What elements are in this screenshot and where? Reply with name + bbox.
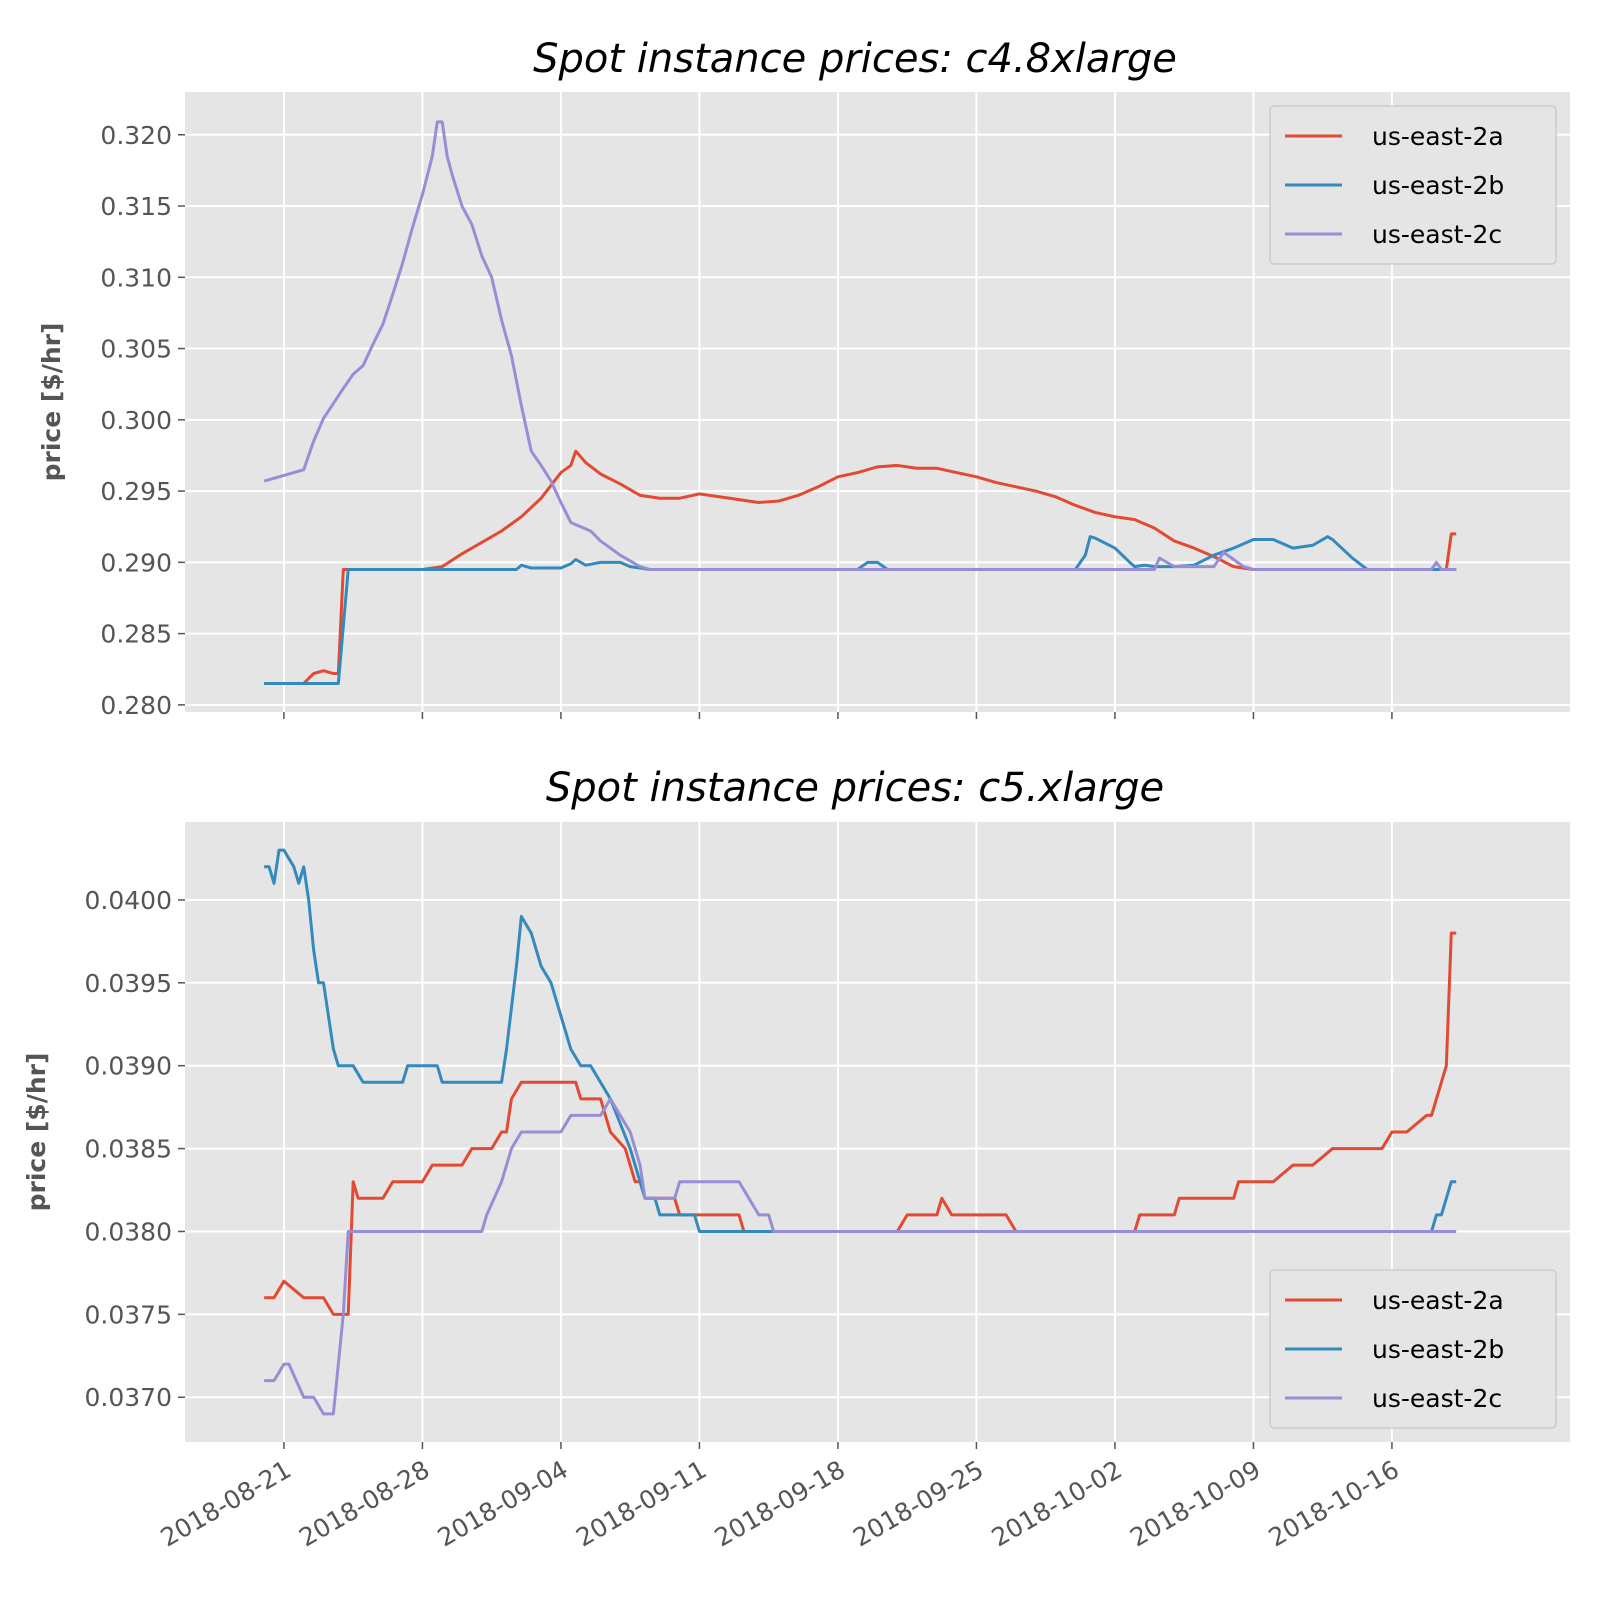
x-tick-label: 2018-10-09 bbox=[1125, 1455, 1265, 1553]
y-axis-label: price [$/hr] bbox=[37, 323, 66, 482]
chart-title: Spot instance prices: c5.xlarge bbox=[546, 765, 1164, 811]
legend-label: us-east-2a bbox=[1372, 1286, 1504, 1315]
y-tick-label: 0.290 bbox=[100, 548, 172, 577]
y-tick-label: 0.320 bbox=[100, 121, 172, 150]
legend-label: us-east-2b bbox=[1372, 1335, 1504, 1364]
y-tick-label: 0.0370 bbox=[85, 1383, 172, 1412]
legend: us-east-2a us-east-2b us-east-2c bbox=[1269, 105, 1557, 265]
legend: us-east-2a us-east-2b us-east-2c bbox=[1269, 1269, 1557, 1429]
y-tick-label: 0.0385 bbox=[85, 1135, 172, 1164]
x-tick-label: 2018-10-16 bbox=[1264, 1455, 1404, 1553]
y-tick-label: 0.0380 bbox=[85, 1217, 172, 1246]
legend-label: us-east-2c bbox=[1372, 1384, 1502, 1413]
x-tick-label: 2018-10-02 bbox=[987, 1455, 1127, 1553]
y-tick-label: 0.280 bbox=[100, 691, 172, 720]
x-tick-label: 2018-08-28 bbox=[294, 1455, 434, 1553]
series-line-us-east-2c bbox=[264, 1097, 1457, 1416]
top-chart: Spot instance prices: c4.8xlarge 0.2800.… bbox=[37, 36, 1570, 720]
series-line-us-east-2b bbox=[264, 848, 1457, 1233]
series-line-us-east-2c bbox=[263, 120, 1457, 571]
legend-label: us-east-2c bbox=[1372, 220, 1502, 249]
bottom-chart: Spot instance prices: c5.xlarge 0.0370 0.… bbox=[22, 765, 1570, 1553]
legend-box bbox=[1269, 1269, 1557, 1429]
y-tick-label: 0.0400 bbox=[85, 886, 172, 915]
y-tick-label: 0.310 bbox=[100, 263, 172, 292]
x-tick-label: 2018-09-18 bbox=[710, 1455, 850, 1553]
series-lines bbox=[264, 848, 1457, 1416]
axis-ticks: 0.280 0.285 0.290 0.295 0.300 0.305 0.310 0.315… bbox=[100, 121, 1393, 720]
x-tick-label: 2018-09-04 bbox=[433, 1455, 573, 1553]
y-tick-label: 0.315 bbox=[100, 192, 172, 221]
series-line-us-east-2a bbox=[264, 449, 1457, 685]
y-tick-label: 0.295 bbox=[100, 477, 172, 506]
series-line-us-east-2a bbox=[264, 931, 1457, 1316]
chart-title: Spot instance prices: c4.8xlarge bbox=[533, 36, 1177, 82]
series-line-us-east-2b bbox=[264, 535, 1457, 685]
y-tick-label: 0.305 bbox=[100, 335, 172, 364]
legend-label: us-east-2a bbox=[1372, 122, 1504, 151]
series-lines bbox=[263, 120, 1457, 685]
legend-label: us-east-2b bbox=[1372, 171, 1504, 200]
y-axis-label: price [$/hr] bbox=[22, 1053, 51, 1212]
y-tick-label: 0.0395 bbox=[85, 969, 172, 998]
legend-box bbox=[1269, 105, 1557, 265]
y-tick-label: 0.0375 bbox=[85, 1300, 172, 1329]
y-tick-label: 0.0390 bbox=[85, 1052, 172, 1081]
y-tick-label: 0.300 bbox=[100, 406, 172, 435]
y-tick-label: 0.285 bbox=[100, 620, 172, 649]
x-tick-label: 2018-09-25 bbox=[848, 1455, 988, 1553]
x-tick-label: 2018-08-21 bbox=[156, 1455, 296, 1553]
x-tick-label: 2018-09-11 bbox=[571, 1455, 711, 1553]
